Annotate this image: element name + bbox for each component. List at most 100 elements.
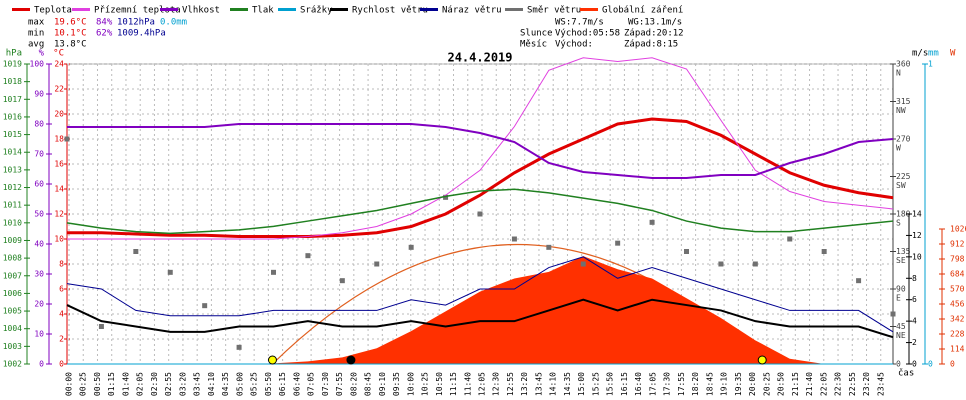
x-tick-label: 11:40: [463, 372, 472, 396]
x-tick-label: 11:15: [449, 372, 458, 396]
info-text: 10.1°C: [54, 29, 87, 39]
info-text: max: [28, 18, 45, 28]
y-tick-label: 22: [54, 85, 64, 94]
y-tick-label: 114: [950, 345, 965, 354]
y-tick-label: 60: [34, 180, 44, 189]
area: [67, 256, 893, 364]
axis-unit: W: [950, 49, 956, 59]
legend-swatch: [230, 8, 248, 11]
sunrise-dot: [267, 355, 277, 365]
x-tick-label: 17:30: [663, 372, 672, 396]
y-tick-label: 0: [59, 360, 64, 369]
y-tick-label: 0: [950, 360, 955, 369]
x-tick-label: 16:15: [620, 372, 629, 396]
y-tick-label: 1011: [3, 201, 22, 210]
x-tick-label: 02:30: [150, 372, 159, 396]
point: [477, 211, 483, 217]
x-tick-label: 07:55: [335, 372, 344, 396]
x-tick-label: 20:00: [748, 372, 757, 396]
legend-label: Náraz větru: [442, 6, 502, 16]
legend-swatch: [160, 8, 178, 11]
y-tick-label: 1010: [3, 218, 22, 227]
y-tick-label: 0: [928, 360, 933, 369]
legend-swatch: [72, 8, 90, 11]
point: [787, 236, 793, 242]
x-tick-label: 20:50: [777, 372, 786, 396]
info-text: WS:7.7m/s: [555, 18, 604, 28]
legend-label: Směr větru: [527, 6, 581, 16]
x-tick-label: 06:15: [278, 372, 287, 396]
y-tick-label: 225: [896, 172, 911, 181]
y-tick-label: 18: [54, 135, 64, 144]
compass-label: NE: [896, 331, 906, 340]
x-tick-label: 02:05: [136, 372, 145, 396]
info-text: WG:13.1m/s: [628, 18, 682, 28]
y-tick-label: 360: [896, 60, 911, 69]
y-tick-label: 80: [34, 120, 44, 129]
point: [64, 136, 70, 142]
x-tick-label: 10:00: [406, 372, 415, 396]
compass-label: S: [896, 219, 901, 228]
y-tick-label: 270: [896, 135, 911, 144]
y-tick-label: 70: [34, 150, 44, 159]
compass-label: SE: [896, 256, 906, 265]
info-text: 0.0mm: [160, 18, 187, 28]
axis-unit: %: [39, 49, 45, 59]
y-tick-label: 315: [896, 97, 911, 106]
y-tick-label: 1026: [950, 225, 966, 234]
point: [305, 253, 311, 259]
axis-unit: hPa: [6, 49, 22, 59]
x-tick-label: 15:50: [606, 372, 615, 396]
y-tick-label: 90: [896, 285, 906, 294]
y-tick-label: 6: [59, 285, 64, 294]
line: [66, 188, 894, 235]
x-tick-label: 23:45: [876, 372, 885, 396]
info-text: min: [28, 29, 44, 39]
legend-label: Globální záření: [602, 6, 683, 16]
x-tick-label: 19:10: [720, 372, 729, 396]
y-tick-label: 1007: [3, 271, 22, 280]
legend-swatch: [330, 8, 348, 11]
legend-label: Srážky: [300, 6, 333, 16]
y-tick-label: 2: [59, 335, 64, 344]
point: [890, 311, 896, 317]
legend-label: Přízemní teplota: [94, 6, 181, 16]
y-tick-label: 228: [950, 330, 965, 339]
y-tick-label: 456: [950, 300, 965, 309]
line: [67, 57, 894, 240]
x-tick-label: 20:25: [762, 372, 771, 396]
x-tick-label: 17:05: [648, 372, 657, 396]
x-tick-label: 08:45: [364, 372, 373, 396]
point: [856, 278, 862, 284]
y-tick-label: 40: [34, 240, 44, 249]
x-tick-label: 03:20: [178, 372, 187, 396]
point: [580, 261, 586, 267]
point: [649, 219, 655, 225]
y-tick-label: 0: [896, 360, 901, 369]
x-tick-label: 05:25: [250, 372, 259, 396]
legend-label: Vlhkost: [182, 6, 220, 16]
legend-label: Tlak: [252, 6, 274, 16]
line: [66, 256, 894, 333]
x-tick-label: 05:50: [264, 372, 273, 396]
legend-swatch: [580, 8, 598, 11]
legend-swatch: [278, 8, 296, 11]
x-tick-label: 14:35: [563, 372, 572, 396]
y-tick-label: 1018: [3, 77, 22, 86]
point: [133, 249, 139, 254]
info-text: Západ:20:12: [624, 29, 684, 39]
line: [67, 123, 894, 179]
x-tick-label: 23:20: [862, 372, 871, 396]
y-tick-label: 16: [54, 160, 64, 169]
info-text: Slunce: [520, 29, 553, 39]
point: [615, 240, 621, 246]
x-tick-label: 17:55: [677, 372, 686, 396]
legend-swatch: [420, 8, 438, 11]
x-tick-label: 15:25: [591, 372, 600, 396]
info-text: Západ:8:15: [624, 40, 678, 50]
compass-label: NW: [896, 106, 906, 115]
y-tick-label: 1002: [3, 360, 22, 369]
x-tick-label: 18:20: [691, 372, 700, 396]
x-tick-label: 01:40: [121, 372, 130, 396]
